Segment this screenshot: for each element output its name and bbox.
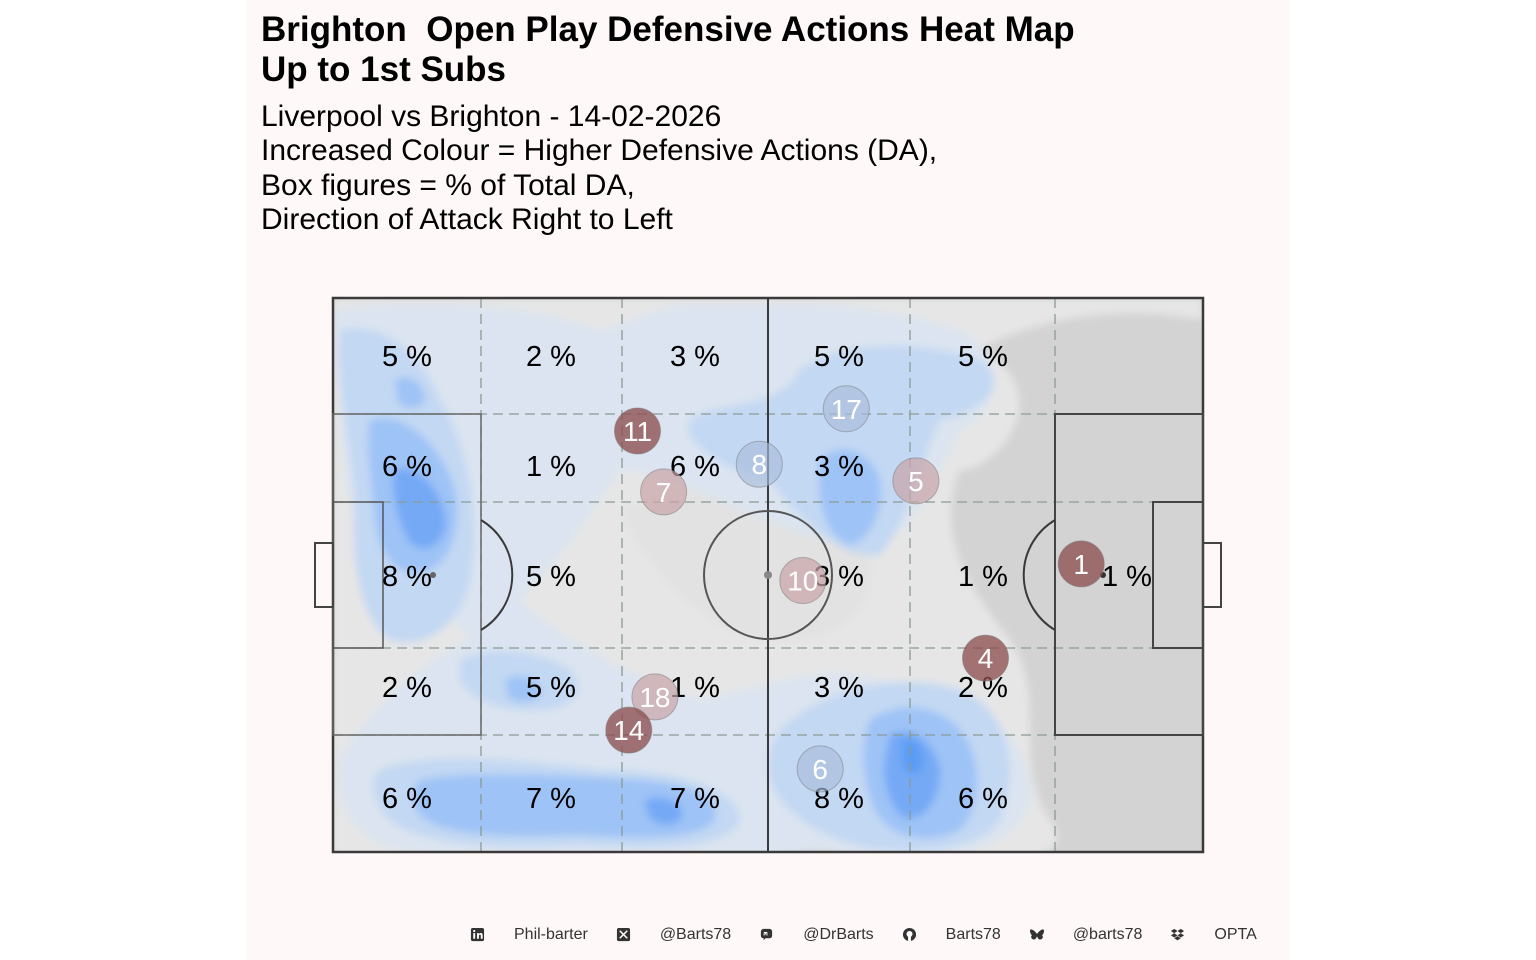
pitch-markings <box>314 296 1222 854</box>
player-marker: 8 <box>735 440 783 488</box>
player-number: 5 <box>908 466 924 497</box>
zone-label: 6 % <box>382 783 432 815</box>
bluesky-icon <box>1029 927 1045 943</box>
player-marker-circle <box>796 745 844 793</box>
player-marker: 17 <box>822 385 870 433</box>
player-marker: 14 <box>605 706 653 754</box>
chart-title-line2: Up to 1st Subs <box>261 50 507 89</box>
footer-item: Barts78 <box>902 926 1029 944</box>
zone-label: 6 % <box>382 451 432 483</box>
footer-item: @Barts78 <box>616 926 759 944</box>
zone-percentage-labels: 5 % 2 % 3 % 5 % 5 %6 % 1 % 6 % 3 %8 % 5 % 3 % 1 % 1… <box>382 341 1152 815</box>
github-icon <box>902 927 918 943</box>
zone-label: 1 % <box>1102 561 1152 593</box>
zone-label: 5 % <box>526 672 576 704</box>
player-marker-circle <box>779 557 827 605</box>
footer-text: Phil-barter <box>514 926 588 943</box>
chart-subtitle-legend: Increased Colour = Higher Defensive Acti… <box>261 134 938 167</box>
player-number: 1 <box>1073 549 1089 580</box>
chart-subtitle-box-info: Box figures = % of Total DA, <box>261 169 635 202</box>
zone-label: 5 % <box>814 341 864 373</box>
player-number: 7 <box>656 477 672 508</box>
zone-label: 7 % <box>526 783 576 815</box>
player-marker-circle <box>822 385 870 433</box>
chart-title: Brighton Open Play Defensive Actions Hea… <box>261 10 1075 49</box>
zone-label: 1 % <box>670 672 720 704</box>
player-marker-circle <box>614 407 661 455</box>
x-twitter-icon <box>616 927 632 943</box>
zone-label: 1 % <box>958 561 1008 593</box>
player-number: 18 <box>639 682 670 713</box>
player-marker-circle <box>605 706 653 754</box>
player-number: 14 <box>613 715 644 746</box>
chart-subtitle-match: Liverpool vs Brighton - 14-02-2026 <box>261 100 722 133</box>
player-marker-circle <box>1057 540 1105 588</box>
footer-text: OPTA <box>1214 926 1257 943</box>
player-marker: 11 <box>614 407 661 455</box>
footer-item: @barts78 <box>1029 926 1171 944</box>
zone-label: 2 % <box>526 341 576 373</box>
player-marker: 1 <box>1057 540 1105 588</box>
player-number: 11 <box>623 416 652 447</box>
player-marker: 5 <box>892 457 940 505</box>
player-number: 8 <box>752 449 768 480</box>
footer-item: Phil-barter <box>470 926 616 944</box>
zone-label: 5 % <box>382 341 432 373</box>
dropbox-icon <box>1170 927 1186 943</box>
footer-item: OPTA <box>1170 926 1284 944</box>
player-number: 6 <box>812 754 828 785</box>
player-number: 4 <box>978 643 994 674</box>
chart-subtitle-direction: Direction of Attack Right to Left <box>261 203 673 236</box>
zone-label: 3 % <box>814 451 864 483</box>
zone-label: 3 % <box>670 341 720 373</box>
footer-text: @barts78 <box>1072 926 1143 943</box>
zone-label: 8 % <box>382 561 432 593</box>
zone-label: 1 % <box>526 451 576 483</box>
footer-text: @Barts78 <box>659 926 732 943</box>
zone-label: 3 % <box>814 672 864 704</box>
zone-label: 7 % <box>670 783 720 815</box>
zone-label: 5 % <box>526 561 576 593</box>
player-number: 10 <box>787 566 818 597</box>
player-marker: 10 <box>779 557 827 605</box>
player-marker-circle <box>631 673 679 721</box>
player-marker-circle <box>735 440 783 488</box>
player-marker: 4 <box>962 634 1009 682</box>
player-marker-circle <box>640 468 688 516</box>
zone-label: 5 % <box>958 341 1008 373</box>
player-marker: 6 <box>796 745 844 793</box>
mastodon-icon <box>759 927 775 943</box>
footer-item: @DrBarts <box>759 926 901 944</box>
zone-label: 2 % <box>382 672 432 704</box>
player-marker-circle <box>892 457 940 505</box>
player-marker: 18 <box>631 673 679 721</box>
footer-text: Barts78 <box>945 926 1001 943</box>
footer-text: @DrBarts <box>803 926 874 943</box>
player-number: 17 <box>831 394 862 425</box>
player-marker: 7 <box>640 468 688 516</box>
footer-credits: Phil-barter @Barts78 @DrBarts Barts78 @barts… <box>470 922 1285 948</box>
linkedin-icon <box>470 927 486 943</box>
zone-label: 6 % <box>958 783 1008 815</box>
player-marker-circle <box>962 634 1009 682</box>
